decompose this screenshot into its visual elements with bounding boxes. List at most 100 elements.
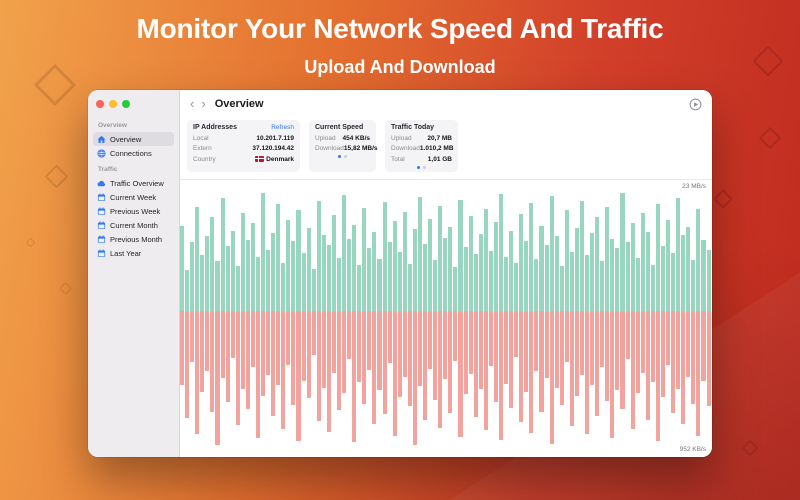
play-circle-icon[interactable] [689, 98, 702, 111]
download-bar [240, 212, 245, 312]
download-bar [569, 251, 574, 312]
page-control [315, 155, 370, 158]
page-dot[interactable] [344, 155, 347, 158]
download-bar [342, 194, 347, 312]
upload-bar [311, 311, 316, 356]
sidebar-item-current-week[interactable]: Current Week [93, 190, 174, 204]
upload-bar [701, 311, 706, 381]
sidebar-item-label: Previous Week [110, 206, 161, 216]
diamond-decoration [59, 282, 72, 295]
download-bar [326, 244, 331, 312]
upload-bar [250, 311, 255, 368]
download-bar [478, 234, 483, 312]
sidebar-item-previous-week[interactable]: Previous Week [93, 204, 174, 218]
download-bar [402, 211, 407, 312]
upload-bar [220, 311, 225, 379]
page-title: Overview [214, 98, 264, 110]
upload-bar [281, 311, 286, 429]
download-bar [701, 240, 706, 312]
hero-title: Monitor Your Network Speed And Traffic [136, 13, 664, 44]
page-dot[interactable] [417, 165, 420, 169]
upload-bar [488, 311, 493, 367]
back-icon[interactable]: ‹ [190, 95, 195, 111]
card-rows: Upload 20,7 MB Download 1.010,2 MB Total 1,01… [391, 134, 454, 163]
download-bar [620, 192, 625, 312]
minimize-button[interactable] [109, 100, 117, 108]
row-value: 20,7 MB [427, 134, 452, 142]
sidebar-item-traffic-overview[interactable]: Traffic Overview [93, 176, 174, 190]
diamond-decoration [713, 189, 733, 209]
upload-bar [498, 311, 503, 440]
download-bar [448, 226, 453, 312]
upload-bar [352, 311, 357, 443]
upload-bar [569, 311, 574, 427]
upload-bar [266, 311, 271, 376]
download-bar [706, 249, 711, 312]
denmark-flag-icon [255, 155, 265, 163]
download-bar [635, 257, 640, 312]
upload-bar [180, 311, 185, 385]
download-bar [676, 198, 681, 312]
download-bar [549, 196, 554, 312]
upload-bars [180, 311, 712, 457]
download-bar [306, 228, 311, 312]
row-value: 15,82 MB/s [343, 145, 378, 152]
chart-max-label: 23 MB/s [682, 182, 706, 190]
upload-bar [645, 311, 650, 420]
upload-bar [524, 311, 529, 392]
page-dot[interactable] [423, 165, 426, 169]
download-bar [443, 237, 448, 312]
upload-bar [443, 311, 448, 380]
upload-bar [681, 311, 686, 424]
sidebar-nav: Overview Overview Connections Traffic Traffi… [93, 122, 174, 260]
card-row: Local 10.201.7.119 [193, 135, 294, 142]
download-bar [473, 254, 478, 312]
download-bar [311, 268, 316, 312]
sidebar-item-label: Overview [110, 134, 142, 144]
traffic-lights [93, 98, 174, 116]
upload-bar [483, 311, 488, 431]
main-panel: ‹ › Overview IP Addresses Refresh Local 1… [180, 90, 712, 457]
card-row: Upload 454 KB/s [315, 135, 370, 142]
upload-bar [342, 311, 347, 393]
upload-bar [387, 311, 392, 364]
download-bar [392, 221, 397, 312]
upload-bar [655, 311, 660, 441]
upload-bar [549, 311, 554, 444]
cloud-icon [97, 179, 106, 188]
upload-bar [240, 311, 245, 389]
upload-bar [357, 311, 362, 383]
upload-bar [200, 311, 205, 392]
page-dot[interactable] [338, 155, 341, 158]
diamond-decoration [25, 237, 36, 248]
sidebar-item-label: Last Year [110, 248, 142, 258]
sidebar-item-last-year[interactable]: Last Year [93, 246, 174, 260]
forward-icon[interactable]: › [201, 95, 206, 111]
download-bar [468, 216, 473, 312]
download-bar [504, 256, 509, 312]
download-bar [377, 259, 382, 312]
download-bar [463, 247, 468, 312]
calendar-icon [97, 206, 106, 216]
sidebar-item-connections[interactable]: Connections [93, 146, 174, 160]
download-bar [200, 255, 205, 312]
download-bar [691, 260, 696, 312]
close-button[interactable] [96, 100, 104, 108]
download-bar [458, 199, 463, 312]
sidebar: Overview Overview Connections Traffic Traffi… [88, 90, 180, 457]
upload-bar [706, 311, 711, 407]
upload-bar [559, 311, 564, 405]
house-icon [97, 135, 106, 144]
download-bar [574, 228, 579, 312]
refresh-link[interactable]: Refresh [271, 124, 294, 131]
upload-bar [539, 311, 544, 412]
zoom-button[interactable] [122, 100, 130, 108]
sidebar-item-previous-month[interactable]: Previous Month [93, 232, 174, 246]
chart-min-label: 952 KB/s [679, 446, 706, 453]
sidebar-item-current-month[interactable]: Current Month [93, 218, 174, 232]
upload-bar [640, 311, 645, 373]
download-bar [645, 231, 650, 312]
upload-bar [671, 311, 676, 413]
sidebar-item-overview[interactable]: Overview [93, 132, 174, 146]
upload-bar [504, 311, 509, 384]
